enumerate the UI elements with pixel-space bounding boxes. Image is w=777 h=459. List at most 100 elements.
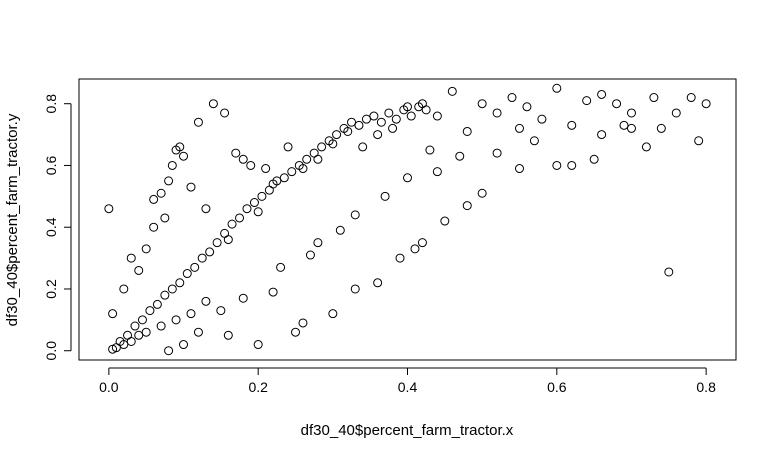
data-point: [238, 154, 248, 164]
data-point: [649, 93, 659, 103]
data-point: [425, 145, 435, 155]
data-point: [175, 278, 185, 288]
data-point: [403, 173, 412, 183]
data-point: [332, 130, 342, 140]
data-point: [373, 278, 383, 288]
data-point: [134, 330, 144, 340]
data-point: [201, 204, 211, 214]
data-point: [354, 120, 364, 130]
data-point: [119, 284, 129, 294]
x-tick-label: 0.8: [696, 379, 716, 395]
data-point: [212, 238, 222, 248]
data-point: [619, 120, 629, 130]
data-point: [432, 167, 442, 177]
data-point: [220, 228, 230, 238]
x-axis: 0.0 0.2 0.4 0.6 0.8: [99, 367, 716, 395]
data-point: [421, 105, 431, 115]
data-point: [406, 111, 416, 121]
data-point: [253, 207, 263, 217]
data-point: [335, 225, 345, 235]
data-point: [694, 136, 704, 146]
data-point: [145, 306, 155, 316]
data-point: [373, 130, 383, 140]
data-point: [522, 102, 532, 112]
data-point: [167, 160, 177, 170]
data-point: [149, 222, 159, 232]
data-point: [395, 253, 405, 263]
data-point: [477, 99, 487, 109]
data-point: [317, 142, 327, 152]
data-point: [656, 123, 666, 133]
data-point: [399, 105, 409, 115]
data-point: [205, 247, 215, 257]
data-point: [626, 108, 636, 118]
data-point: [115, 336, 125, 346]
y-tick-label: 0.4: [43, 217, 59, 237]
data-point: [302, 154, 312, 164]
data-point: [309, 148, 319, 158]
data-point: [164, 176, 174, 186]
y-tick-label: 0.0: [43, 341, 59, 361]
data-point: [552, 160, 562, 170]
data-point: [477, 188, 487, 198]
data-point: [134, 265, 144, 275]
data-point: [268, 287, 278, 297]
points-layer: [104, 83, 711, 356]
data-point: [171, 315, 181, 325]
data-point: [347, 117, 357, 127]
data-point: [313, 238, 323, 248]
data-point: [164, 346, 174, 356]
data-point: [612, 99, 622, 109]
data-point: [589, 154, 599, 164]
data-point: [626, 123, 636, 133]
data-point: [186, 182, 196, 192]
data-point: [455, 151, 465, 161]
y-tick-label: 0.8: [43, 94, 59, 114]
data-point: [220, 108, 230, 118]
data-point: [388, 123, 398, 133]
data-point: [507, 93, 517, 103]
data-point: [126, 253, 136, 263]
x-tick-label: 0.2: [248, 379, 268, 395]
data-point: [432, 111, 442, 121]
data-point: [246, 160, 256, 170]
y-axis: 0.0 0.2 0.4 0.6 0.8: [43, 94, 72, 361]
data-point: [686, 93, 696, 103]
data-point: [242, 204, 252, 214]
data-point: [417, 238, 427, 248]
data-point: [108, 344, 118, 354]
data-point: [567, 160, 577, 170]
x-tick-label: 0.0: [99, 379, 119, 395]
data-point: [141, 327, 151, 337]
data-point: [671, 108, 681, 118]
data-point: [339, 123, 349, 133]
y-tick-label: 0.2: [43, 279, 59, 299]
data-point: [223, 235, 233, 245]
data-point: [272, 176, 282, 186]
data-point: [253, 340, 263, 350]
data-point: [126, 336, 136, 346]
data-point: [358, 142, 368, 152]
data-point: [137, 315, 147, 325]
data-point: [391, 114, 401, 124]
data-point: [376, 117, 386, 127]
x-tick-label: 0.4: [398, 379, 418, 395]
data-point: [156, 188, 166, 198]
data-point: [276, 262, 286, 272]
data-point: [369, 111, 379, 121]
data-point: [190, 262, 200, 272]
data-point: [597, 89, 607, 99]
data-point: [462, 201, 472, 211]
data-point: [152, 299, 162, 309]
data-point: [350, 284, 360, 294]
data-point: [193, 327, 203, 337]
data-point: [167, 284, 177, 294]
data-point: [414, 102, 424, 112]
data-point: [447, 86, 457, 96]
y-tick-label: 0.6: [43, 156, 59, 176]
data-point: [227, 219, 237, 229]
data-point: [279, 173, 289, 183]
data-point: [264, 185, 274, 195]
data-point: [208, 99, 218, 109]
